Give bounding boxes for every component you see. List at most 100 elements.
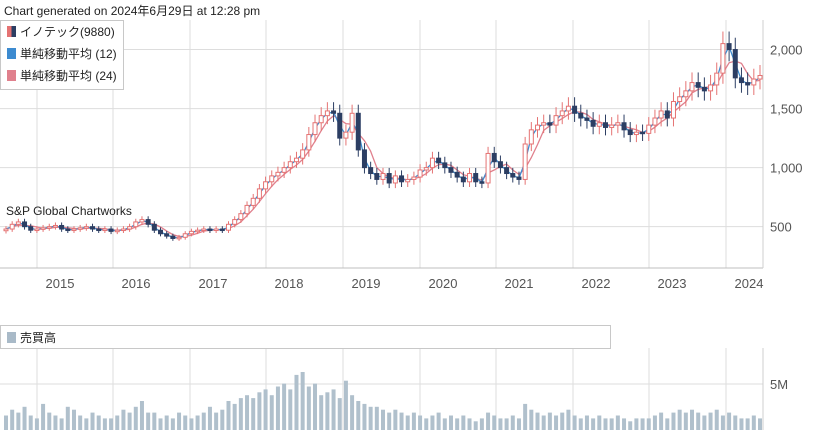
candle-body xyxy=(757,75,763,80)
volume-bar xyxy=(288,389,293,430)
volume-bar xyxy=(343,380,348,430)
x-tick-label: 2018 xyxy=(275,276,304,291)
legend-item-volume[interactable]: 売買高 xyxy=(7,329,56,346)
volume-bar xyxy=(331,389,336,430)
volume-bar xyxy=(455,418,460,430)
volume-bar xyxy=(492,415,497,430)
volume-bar xyxy=(53,415,58,430)
volume-bar xyxy=(727,412,732,430)
candle-body xyxy=(331,110,337,114)
candle-body xyxy=(324,110,330,117)
volume-bar xyxy=(158,418,163,430)
line-icon xyxy=(7,48,16,59)
volume-bar xyxy=(554,415,559,430)
candle-body xyxy=(720,43,726,74)
candle-body xyxy=(22,221,28,228)
volume-bar xyxy=(448,415,453,430)
volume-bar xyxy=(47,412,52,430)
candle-body xyxy=(460,176,466,183)
candle-body xyxy=(726,43,732,51)
candle-body xyxy=(417,169,423,178)
candle-body xyxy=(640,131,646,135)
candle-body xyxy=(745,82,751,86)
volume-bar xyxy=(214,412,219,430)
volume-bar xyxy=(591,418,596,430)
x-tick-label: 2023 xyxy=(658,276,687,291)
volume-bar xyxy=(405,415,410,430)
volume-bar xyxy=(510,415,515,430)
candle-body xyxy=(701,86,707,92)
legend-label-volume: 売買高 xyxy=(20,331,57,345)
volume-bar xyxy=(659,412,664,430)
candle-body xyxy=(547,122,553,126)
volume-bar xyxy=(368,406,373,430)
x-tick-label: 2019 xyxy=(352,276,381,291)
candle-body xyxy=(114,229,120,233)
candle-body xyxy=(485,152,491,184)
x-tick-label: 2017 xyxy=(199,276,228,291)
legend-label-price: イノテック(9880) xyxy=(20,25,115,39)
volume-bar xyxy=(170,418,175,430)
candle-body xyxy=(652,117,658,126)
volume-bar xyxy=(152,412,157,430)
volume-bar xyxy=(350,395,355,430)
candle-body xyxy=(337,112,343,139)
axis-labels-layer: 500 1,000 1,500 2,000 2015 2016 2017 2018 2019 20… xyxy=(46,43,803,392)
volume-bar xyxy=(442,418,447,430)
volume-bar xyxy=(41,403,46,430)
legend-item-sma12[interactable]: 単純移動平均 (12) xyxy=(7,45,117,62)
candle-body xyxy=(559,110,565,117)
volume-bar xyxy=(164,415,169,430)
chart-generated-timestamp: Chart generated on 2024年6月29日 at 12:28 p… xyxy=(4,4,261,18)
x-tick-label: 2021 xyxy=(505,276,534,291)
volume-bar xyxy=(609,418,614,430)
volume-bar xyxy=(560,412,565,430)
candle-body xyxy=(392,175,398,184)
volume-bar xyxy=(745,418,750,430)
volume-bar xyxy=(473,421,478,430)
legend-label-sma12: 単純移動平均 (12) xyxy=(20,47,117,61)
volume-bar xyxy=(720,415,725,430)
volume-bar xyxy=(146,412,151,430)
volume-bar xyxy=(10,409,15,430)
volume-bar xyxy=(634,418,639,430)
candle-body xyxy=(361,149,367,169)
volume-bar xyxy=(739,418,744,430)
volume-bar xyxy=(133,406,138,430)
candle-body xyxy=(145,219,151,225)
volume-bar xyxy=(628,421,633,430)
volume-bar xyxy=(65,406,70,430)
candle-body xyxy=(572,105,578,114)
candle-body xyxy=(535,124,541,131)
candle-body xyxy=(3,228,9,232)
candle-body xyxy=(219,228,225,232)
candle-body xyxy=(269,175,275,183)
legend-item-price[interactable]: イノテック(9880) xyxy=(7,23,115,40)
candle-body xyxy=(615,122,621,126)
candle-body xyxy=(238,213,244,221)
x-tick-label: 2015 xyxy=(46,276,75,291)
volume-bar xyxy=(34,418,39,430)
candle-body xyxy=(751,78,757,86)
candle-body xyxy=(158,229,164,235)
candle-body xyxy=(633,131,639,136)
candle-body xyxy=(40,227,46,230)
volume-bar xyxy=(319,395,324,430)
candle-body xyxy=(207,228,213,232)
volume-bar xyxy=(275,386,280,430)
candle-body xyxy=(664,110,670,119)
line-icon xyxy=(7,70,16,81)
volume-bar xyxy=(189,418,194,430)
y-tick-label: 500 xyxy=(770,220,792,235)
volume-bar xyxy=(139,401,144,430)
price-gridlines xyxy=(0,20,763,268)
candle-body xyxy=(491,152,497,163)
volume-legend: 売買高 xyxy=(0,325,611,349)
volume-bar xyxy=(78,415,83,430)
candle-body xyxy=(473,173,479,183)
volume-bar xyxy=(269,395,274,430)
candle-body xyxy=(59,224,65,230)
volume-bar xyxy=(535,412,540,430)
candle-body xyxy=(77,227,83,230)
legend-item-sma24[interactable]: 単純移動平均 (24) xyxy=(7,67,117,84)
